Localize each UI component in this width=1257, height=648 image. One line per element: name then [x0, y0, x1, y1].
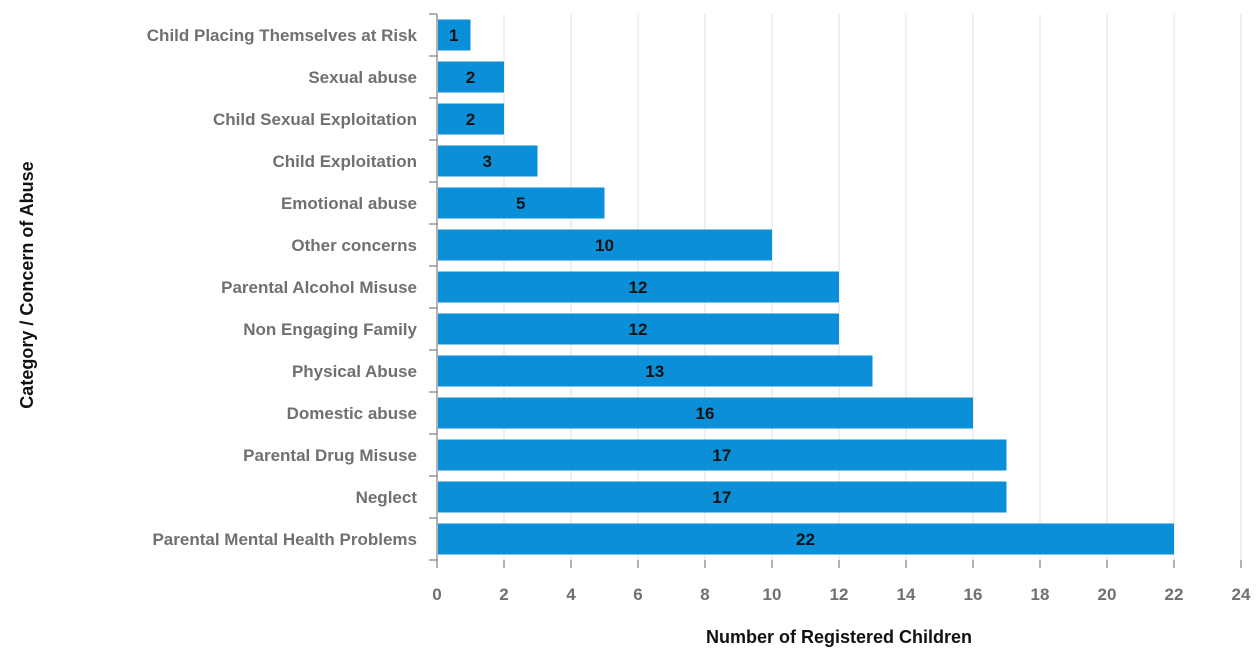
data-label: 17 — [712, 488, 731, 507]
category-label: Domestic abuse — [287, 404, 417, 423]
category-label: Child Sexual Exploitation — [213, 110, 417, 129]
bar — [438, 355, 873, 387]
bar — [438, 523, 1174, 555]
x-tick-label: 8 — [700, 585, 709, 604]
bars — [438, 19, 1174, 555]
bar — [438, 61, 504, 93]
data-label: 22 — [796, 530, 815, 549]
x-tick-label: 0 — [432, 585, 441, 604]
data-label: 12 — [629, 278, 648, 297]
x-tick-label: 6 — [633, 585, 642, 604]
axes — [429, 13, 1242, 568]
x-tick-label: 24 — [1232, 585, 1251, 604]
data-label: 1 — [449, 26, 458, 45]
bar — [438, 145, 538, 177]
category-label: Non Engaging Family — [243, 320, 417, 339]
category-label: Physical Abuse — [292, 362, 417, 381]
bar — [438, 103, 504, 135]
bar — [438, 229, 772, 261]
data-label: 2 — [466, 110, 475, 129]
x-tick-label: 4 — [566, 585, 576, 604]
category-label: Neglect — [356, 488, 418, 507]
x-tick-label: 20 — [1098, 585, 1117, 604]
data-label: 12 — [629, 320, 648, 339]
x-tick-label: 18 — [1031, 585, 1050, 604]
category-label: Other concerns — [291, 236, 417, 255]
x-tick-label: 10 — [763, 585, 782, 604]
bar — [438, 439, 1007, 471]
category-label: Parental Drug Misuse — [243, 446, 417, 465]
bar — [438, 481, 1007, 513]
bar — [438, 19, 471, 51]
category-label: Child Placing Themselves at Risk — [147, 26, 418, 45]
data-label: 16 — [696, 404, 715, 423]
category-label: Parental Alcohol Misuse — [221, 278, 417, 297]
data-label: 17 — [712, 446, 731, 465]
data-label: 2 — [466, 68, 475, 87]
category-label: Sexual abuse — [308, 68, 417, 87]
data-label: 10 — [595, 236, 614, 255]
x-tick-label: 22 — [1165, 585, 1184, 604]
category-label: Child Exploitation — [273, 152, 418, 171]
y-axis-title: Category / Concern of Abuse — [17, 161, 37, 408]
data-label: 13 — [645, 362, 664, 381]
category-label: Emotional abuse — [281, 194, 417, 213]
bar — [438, 271, 839, 303]
bar — [438, 187, 605, 219]
bar — [438, 397, 973, 429]
x-tick-label: 12 — [830, 585, 849, 604]
category-label: Parental Mental Health Problems — [152, 530, 417, 549]
x-tick-label: 2 — [499, 585, 508, 604]
bar — [438, 313, 839, 345]
x-tick-label: 16 — [964, 585, 983, 604]
x-tick-label: 14 — [897, 585, 916, 604]
data-label: 5 — [516, 194, 525, 213]
data-label: 3 — [483, 152, 492, 171]
x-axis-title: Number of Registered Children — [706, 627, 972, 647]
